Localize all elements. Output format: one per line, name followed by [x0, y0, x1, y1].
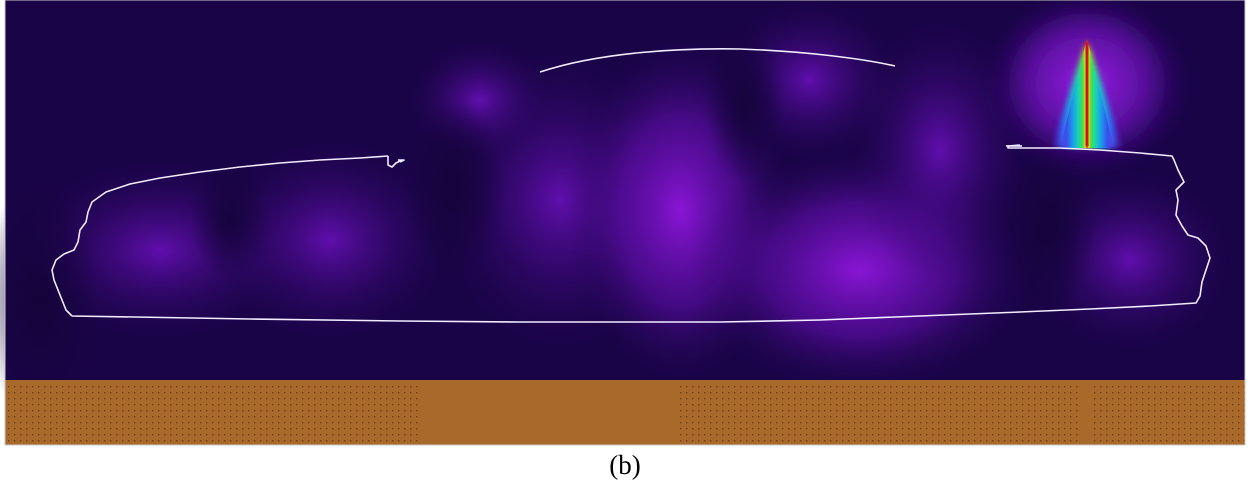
object-outline [51, 144, 1211, 323]
object-outline-arc [539, 48, 896, 73]
field-plot [0, 0, 1246, 446]
plot-frame [4, 0, 1246, 446]
ground-layer [5, 380, 1245, 445]
source-beam [987, 2, 1187, 182]
figure-caption: (b) [609, 450, 641, 480]
field-glow [0, 0, 1230, 420]
